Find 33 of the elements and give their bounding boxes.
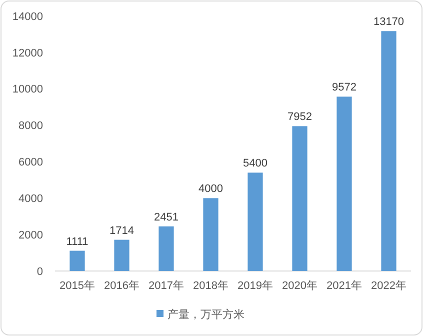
y-tick-label: 10000 [12, 84, 43, 96]
y-tick-label: 0 [36, 266, 43, 278]
x-tick-label: 2015年 [60, 280, 95, 292]
data-label: 9572 [332, 82, 356, 94]
data-label: 2451 [154, 211, 178, 224]
x-tick-label: 2021年 [326, 280, 362, 292]
y-tick-label: 2000 [18, 229, 43, 242]
bar [70, 250, 85, 271]
data-label: 1111 [66, 236, 88, 248]
data-label: 13170 [373, 16, 404, 28]
data-label: 7952 [288, 111, 312, 124]
bar [203, 198, 218, 271]
x-tick-label: 2019年 [238, 280, 273, 292]
y-tick-label: 12000 [12, 47, 43, 60]
data-label: 1714 [110, 224, 134, 237]
legend-label: 产量，万平方米 [168, 308, 244, 321]
x-tick-label: 2016年 [104, 280, 140, 292]
x-tick-label: 2020年 [282, 280, 318, 292]
data-label: 4000 [198, 183, 223, 196]
bar [158, 226, 174, 271]
bar [292, 126, 308, 271]
bar [381, 31, 396, 271]
data-label: 5400 [243, 158, 268, 170]
bar [248, 172, 263, 271]
bar [114, 240, 130, 271]
y-tick-label: 4000 [18, 192, 43, 205]
y-tick-label: 6000 [18, 156, 43, 169]
y-tick-label: 14000 [12, 10, 43, 23]
bar [336, 96, 352, 271]
x-tick-label: 2017年 [148, 280, 184, 292]
x-tick-label: 2018年 [193, 280, 228, 292]
x-tick-label: 2022年 [371, 280, 406, 292]
y-tick-label: 8000 [18, 120, 43, 132]
